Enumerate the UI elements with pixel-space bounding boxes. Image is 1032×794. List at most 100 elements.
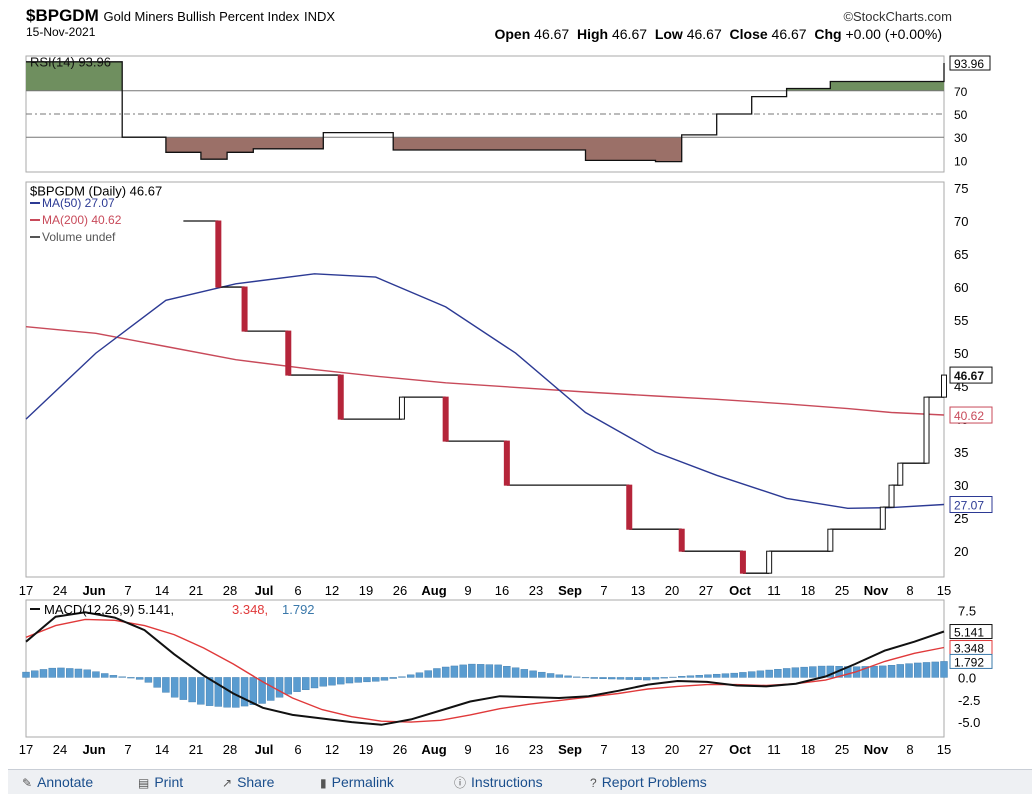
histogram-bar	[530, 671, 537, 678]
bpi-bar	[924, 397, 929, 463]
histogram-bar	[468, 664, 475, 677]
bpi-bar	[216, 221, 221, 287]
histogram-bar	[241, 677, 248, 706]
macd-x-tick: 23	[529, 742, 543, 757]
histogram-bar	[739, 672, 746, 677]
macd-y-tick: 7.5	[958, 603, 976, 618]
histogram-bar	[154, 677, 161, 687]
histogram-bar	[329, 677, 336, 685]
bpi-bar	[443, 397, 448, 441]
histogram-bar	[189, 677, 196, 702]
histogram-bar	[643, 677, 650, 680]
price-y-tick: 25	[954, 511, 968, 526]
histogram-bar	[127, 677, 134, 678]
rsi-tick-label: 70	[954, 85, 968, 99]
histogram-bar	[119, 677, 126, 678]
histogram-bar	[565, 676, 572, 678]
close-label: Close	[730, 26, 768, 42]
rsi-tick-label: 30	[954, 131, 968, 145]
annotate-button[interactable]: ✎Annotate	[22, 774, 93, 790]
macd-x-tick: 18	[801, 742, 815, 757]
price-panel-frame	[26, 182, 944, 577]
price-x-tick: 26	[393, 583, 407, 598]
price-y-tick: 55	[954, 313, 968, 328]
price-x-tick: 24	[53, 583, 67, 598]
price-x-tick: 19	[359, 583, 373, 598]
price-marker-label: 27.07	[954, 499, 984, 513]
bpi-bar	[889, 485, 894, 507]
ma50-line	[26, 274, 944, 509]
histogram-bar	[346, 677, 353, 683]
rsi-tick-label: 10	[954, 154, 968, 168]
bpi-bar	[740, 551, 745, 573]
histogram-bar	[398, 677, 405, 678]
macd-hist-legend: 1.792	[282, 602, 315, 617]
ma200-line	[26, 327, 944, 415]
ma50-legend: MA(50) 27.07	[42, 196, 115, 210]
macd-marker-label: 1.792	[954, 655, 984, 669]
macd-x-tick: Oct	[729, 742, 751, 757]
price-x-tick: Jul	[255, 583, 274, 598]
rsi-title: RSI(14) 93.96	[30, 55, 111, 70]
histogram-bar	[136, 677, 143, 679]
price-x-tick: Oct	[729, 583, 751, 598]
macd-y-tick: -2.5	[958, 693, 980, 708]
permalink-button[interactable]: ▮Permalink	[320, 774, 394, 790]
price-x-tick: 11	[767, 583, 781, 598]
histogram-bar	[801, 667, 808, 677]
bpi-bar	[679, 529, 684, 551]
histogram-bar	[320, 677, 327, 686]
histogram-bar	[171, 677, 178, 697]
histogram-bar	[180, 677, 187, 699]
chg-label: Chg	[814, 26, 841, 42]
print-button[interactable]: ▤Print	[138, 774, 183, 790]
histogram-bar	[879, 666, 886, 678]
macd-x-tick: 16	[495, 742, 509, 757]
bpi-bar	[828, 529, 833, 551]
histogram-bar	[276, 677, 283, 697]
macd-x-tick: 11	[767, 742, 781, 757]
histogram-bar	[84, 670, 91, 678]
instructions-label: Instructions	[471, 774, 543, 790]
price-y-tick: 70	[954, 214, 968, 229]
price-y-tick: 50	[954, 346, 968, 361]
macd-x-tick: 12	[325, 742, 339, 757]
report-problems-button[interactable]: ?Report Problems	[590, 774, 707, 790]
macd-x-tick: 21	[189, 742, 203, 757]
macd-x-tick: 24	[53, 742, 67, 757]
macd-marker-label: 5.141	[954, 626, 984, 640]
macd-y-tick: 0.0	[958, 670, 976, 685]
macd-y-tick: -5.0	[958, 715, 980, 730]
macd-x-tick: 8	[906, 742, 913, 757]
histogram-bar	[250, 677, 257, 704]
close-value: 46.67	[772, 26, 807, 42]
histogram-bar	[897, 664, 904, 677]
price-x-tick: 18	[801, 583, 815, 598]
macd-x-tick: 17	[19, 742, 33, 757]
histogram-bar	[757, 671, 764, 678]
share-label: Share	[237, 774, 274, 790]
price-x-tick: Aug	[421, 583, 446, 598]
histogram-bar	[23, 672, 30, 677]
macd-x-tick: Jul	[255, 742, 274, 757]
histogram-bar	[407, 675, 414, 678]
histogram-bar	[766, 670, 773, 677]
bpi-bar	[627, 485, 632, 529]
histogram-bar	[731, 673, 738, 677]
price-x-tick: 25	[835, 583, 849, 598]
histogram-bar	[608, 677, 615, 679]
histogram-bar	[31, 671, 38, 678]
histogram-bar	[40, 669, 47, 677]
macd-x-tick: 25	[835, 742, 849, 757]
histogram-bar	[495, 665, 502, 678]
price-x-tick: Jun	[82, 583, 105, 598]
histogram-bar	[591, 677, 598, 678]
macd-x-tick: 13	[631, 742, 645, 757]
share-button[interactable]: ↗Share	[222, 774, 274, 790]
histogram-bar	[285, 677, 292, 694]
help-icon: ?	[590, 776, 597, 790]
macd-x-tick: 27	[699, 742, 713, 757]
low-label: Low	[655, 26, 683, 42]
